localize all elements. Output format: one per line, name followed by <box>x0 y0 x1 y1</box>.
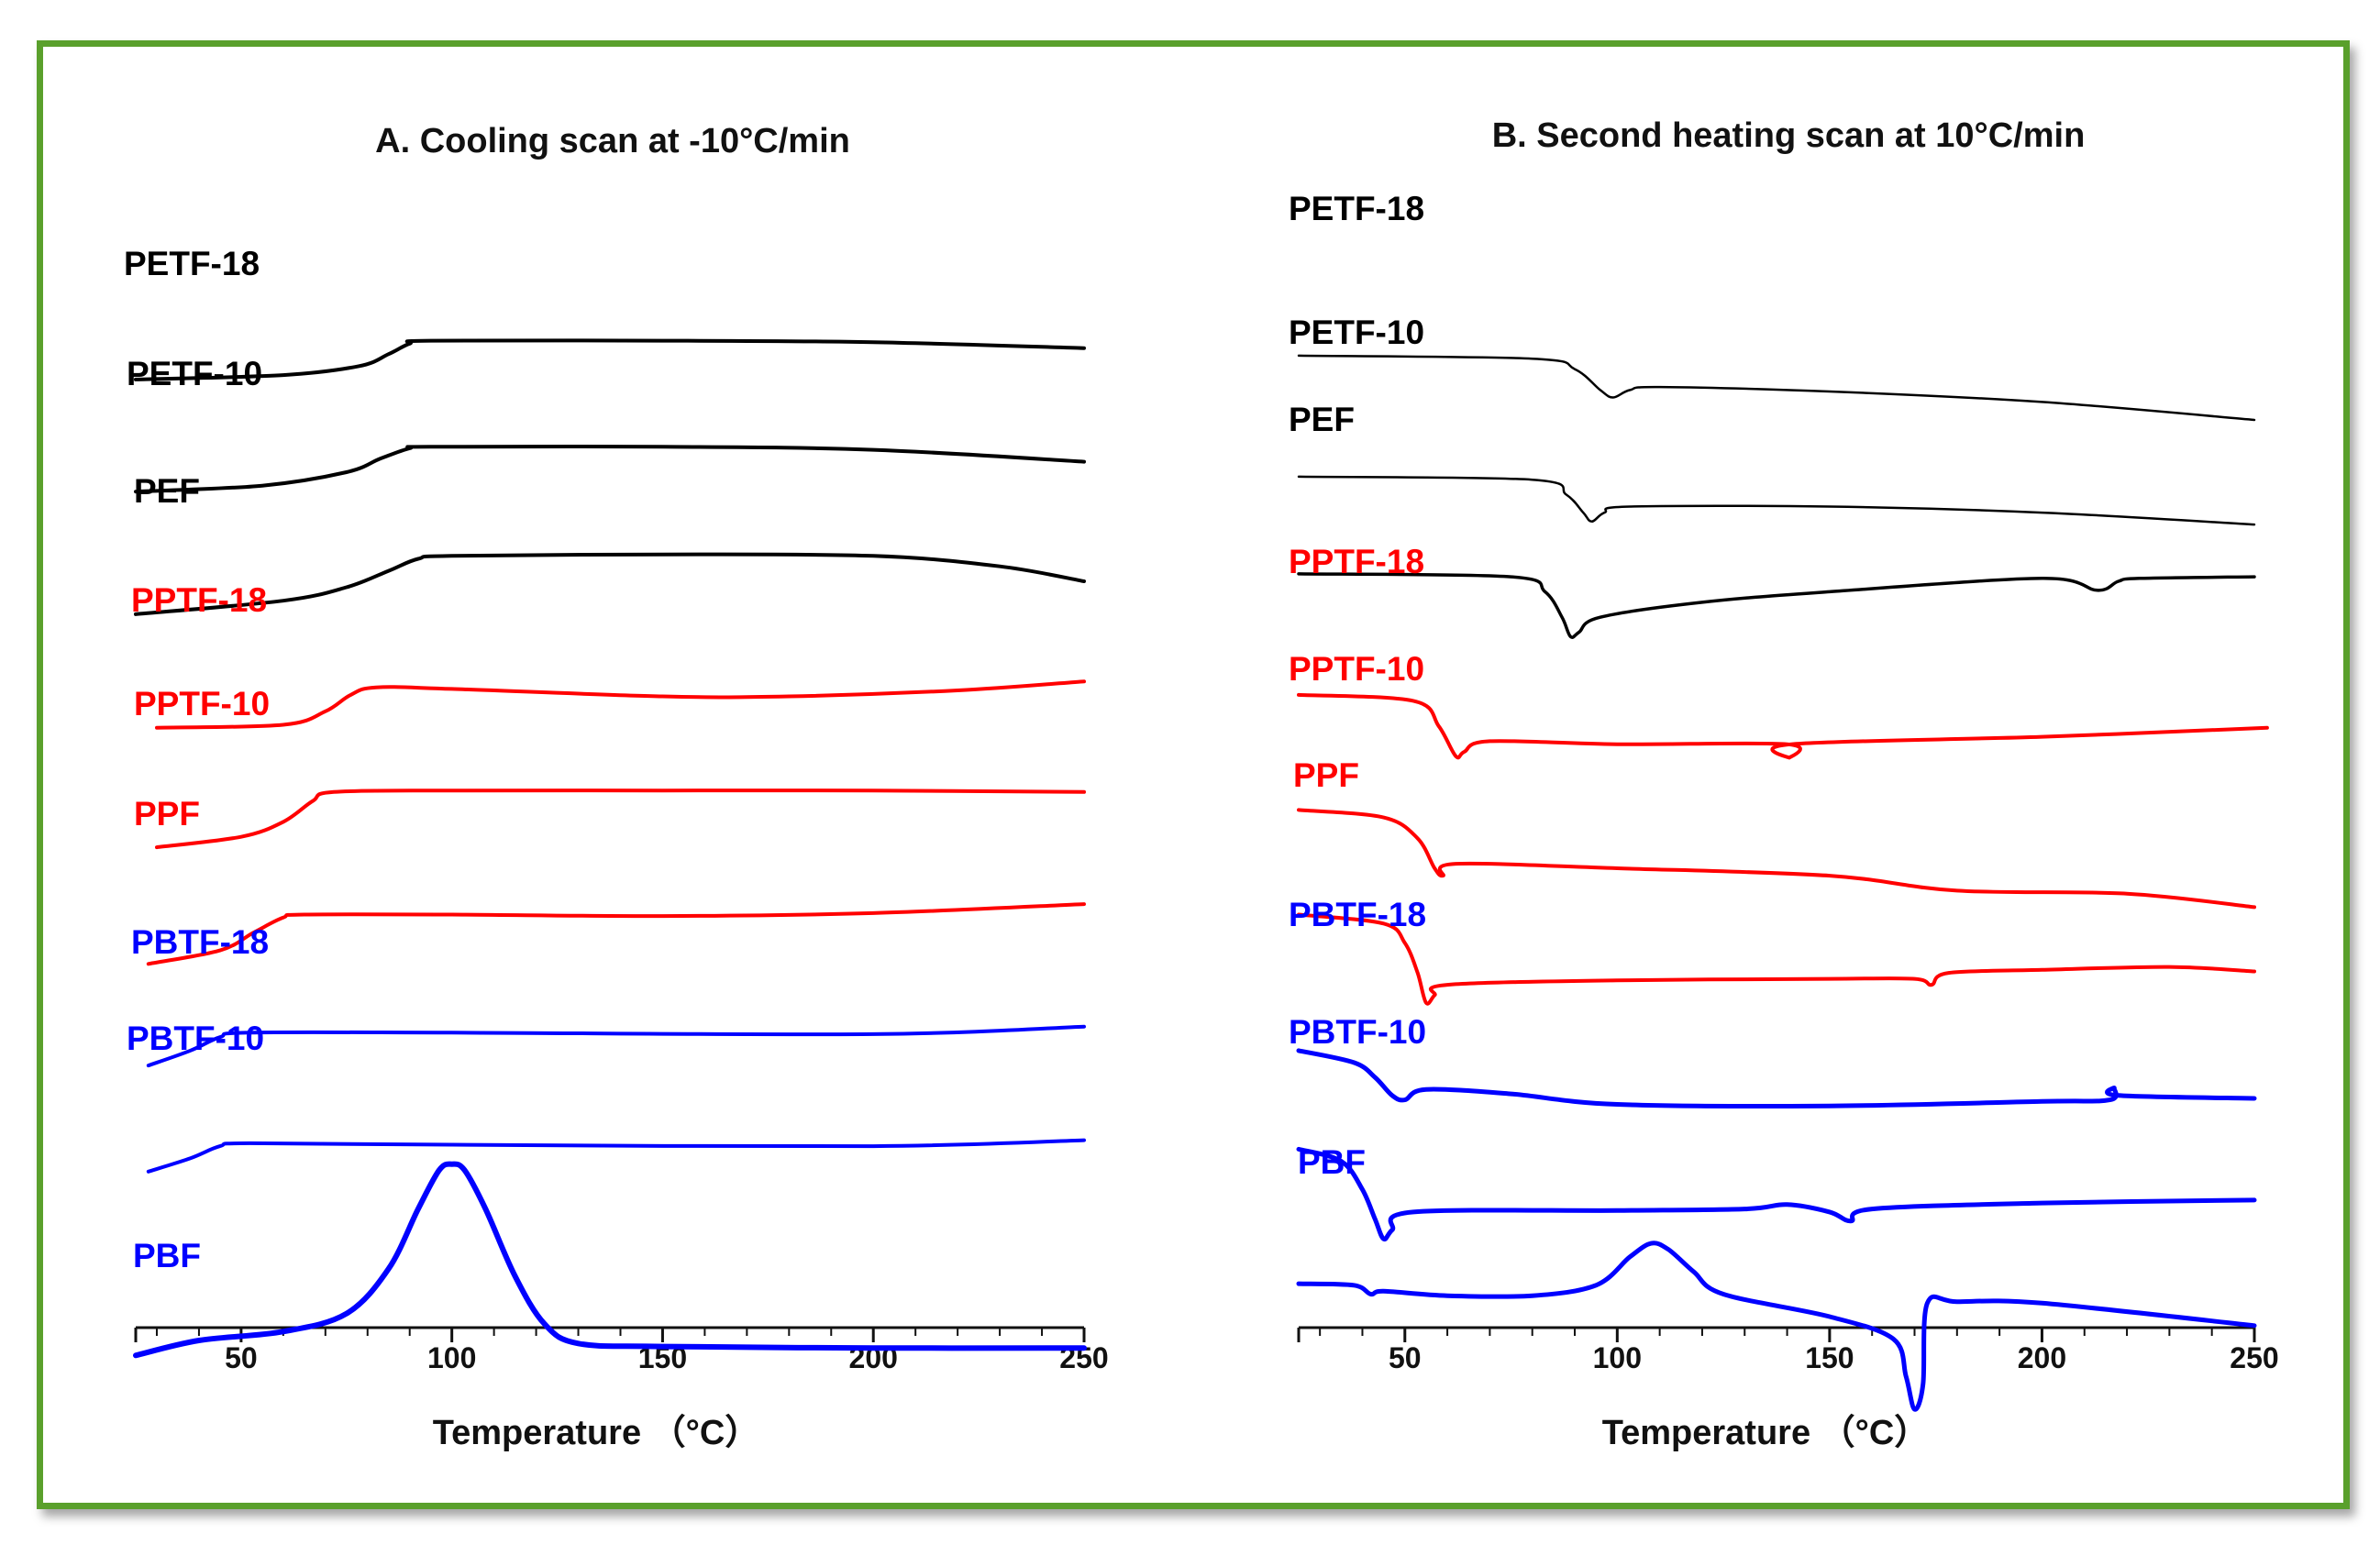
x-tick-label-b-200: 200 <box>2018 1341 2066 1374</box>
x-tick-label-b-100: 100 <box>1593 1341 1642 1374</box>
series-label-a-pptf-18: PPTF-18 <box>131 581 267 619</box>
series-label-b-pptf-10: PPTF-10 <box>1289 650 1424 688</box>
series-line-b-pbtf-18 <box>1296 1048 2257 1108</box>
series-label-b-pbf: PBF <box>1298 1143 1366 1181</box>
series-line-b-pptf-18 <box>1297 692 2269 760</box>
series-line-a-pbf <box>133 1161 1087 1359</box>
series-label-b-pef: PEF <box>1289 401 1355 438</box>
figure-frame <box>37 40 2350 1509</box>
series-line-b-petf-18 <box>1297 354 2256 422</box>
series-label-b-ppf: PPF <box>1293 756 1359 794</box>
series-label-a-pbtf-10: PBTF-10 <box>127 1020 264 1057</box>
panel-b-series-labels: PETF-18 PETF-10 PEF PPTF-18 PPTF-10 PPF … <box>1289 190 1426 1181</box>
x-tick-label-b-50: 50 <box>1389 1341 1422 1374</box>
series-line-b-ppf <box>1297 912 2256 1006</box>
series-label-b-pptf-18: PPTF-18 <box>1289 543 1424 580</box>
panel-a-series-labels: PETF-18 PETF-10 PEF PPTF-18 PPTF-10 PPF … <box>124 245 270 1274</box>
x-tick-label-b-250: 250 <box>2230 1341 2278 1374</box>
series-line-a-petf-10 <box>134 444 1086 494</box>
series-label-a-pbtf-18: PBTF-18 <box>131 923 269 961</box>
series-line-b-pef <box>1297 572 2256 639</box>
panel-a-title: A. Cooling scan at -10°C/min <box>375 122 850 160</box>
series-line-b-petf-10 <box>1297 475 2256 526</box>
series-line-a-pbtf-18 <box>146 1024 1086 1068</box>
series-label-b-pbtf-18: PBTF-18 <box>1289 896 1426 933</box>
panel-b-x-ticks: 50 100 150 200 250 <box>1297 1328 2279 1374</box>
series-label-a-ppf: PPF <box>134 795 200 833</box>
series-line-a-pbtf-10 <box>146 1138 1086 1174</box>
series-line-b-pbf <box>1296 1241 2257 1412</box>
x-tick-label-a-100: 100 <box>427 1341 476 1374</box>
series-line-b-pptf-10 <box>1297 808 2256 910</box>
panel-b-title: B. Second heating scan at 10°C/min <box>1492 116 2086 155</box>
panel-b-series <box>1296 354 2269 1412</box>
series-line-a-pptf-18 <box>155 679 1086 730</box>
panel-b: B. Second heating scan at 10°C/min 50 100… <box>1289 116 2279 1452</box>
panel-a-x-ticks: 50 100 150 200 250 <box>134 1328 1109 1374</box>
series-label-b-petf-18: PETF-18 <box>1289 190 1424 227</box>
series-label-a-pptf-10: PPTF-10 <box>134 685 270 722</box>
panel-a: A. Cooling scan at -10°C/min 50 100 150 200… <box>124 122 1109 1452</box>
series-label-a-petf-18: PETF-18 <box>124 245 260 282</box>
panel-b-x-axis-label: Temperature （°C） <box>1602 1414 1930 1452</box>
series-line-a-pef <box>134 552 1086 616</box>
x-tick-label-a-50: 50 <box>225 1341 258 1374</box>
panel-a-x-axis-label: Temperature （°C） <box>433 1414 760 1452</box>
x-tick-label-b-150: 150 <box>1805 1341 1854 1374</box>
series-label-b-petf-10: PETF-10 <box>1289 314 1424 351</box>
series-line-a-petf-18 <box>134 338 1086 381</box>
series-label-a-pbf: PBF <box>133 1237 201 1274</box>
series-label-a-pef: PEF <box>134 472 200 510</box>
series-line-a-ppf <box>146 902 1086 966</box>
series-label-a-petf-10: PETF-10 <box>127 355 262 392</box>
series-line-a-pptf-10 <box>155 789 1086 850</box>
series-line-b-pbtf-10 <box>1296 1146 2257 1242</box>
panel-a-series <box>133 338 1087 1359</box>
series-label-b-pbtf-10: PBTF-10 <box>1289 1013 1426 1051</box>
